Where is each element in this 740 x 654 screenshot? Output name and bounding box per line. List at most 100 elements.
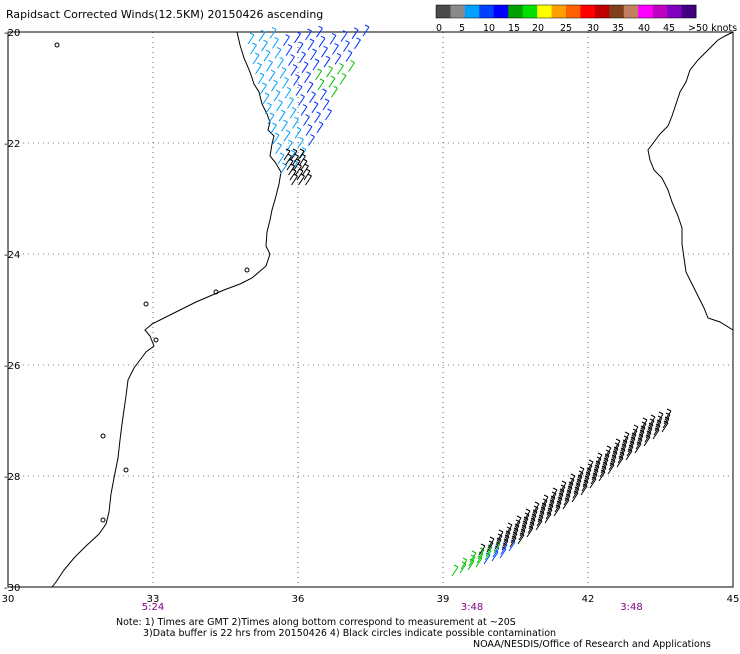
legend-label: 0	[436, 23, 442, 34]
lat-tick-label: -28	[4, 472, 20, 483]
wind-barb	[303, 168, 311, 181]
wind-barb	[492, 545, 500, 558]
wind-barb	[541, 494, 549, 507]
wind-barb	[274, 46, 282, 59]
wind-barb	[303, 114, 310, 126]
wind-barb	[289, 168, 297, 181]
wind-barb	[574, 478, 582, 491]
wind-barb	[308, 134, 315, 146]
wind-barb	[292, 116, 299, 129]
wind-barb	[291, 173, 298, 186]
wind-barb	[337, 62, 344, 75]
wind-barb	[345, 50, 353, 62]
wind-barb	[568, 473, 576, 486]
legend-label: >50 knots	[688, 23, 737, 34]
wind-barb	[522, 512, 530, 525]
legend-swatch	[493, 5, 509, 18]
wind-barb	[517, 532, 525, 545]
wind-barb	[535, 518, 543, 531]
legend-swatch	[450, 5, 466, 18]
wind-barb	[354, 37, 361, 50]
wind-barb	[511, 527, 519, 540]
wind-barb	[547, 499, 555, 512]
wind-barb	[643, 434, 651, 447]
wind-barb	[648, 414, 656, 427]
legend-swatch	[594, 5, 610, 18]
wind-barb	[272, 132, 280, 145]
wind-barb	[526, 525, 534, 538]
pass-time-label: 5:24	[142, 602, 164, 613]
wind-barb	[318, 35, 326, 48]
wind-barb	[509, 535, 517, 548]
wind-barb	[485, 544, 493, 557]
wind-barb	[655, 415, 663, 428]
wind-barb	[581, 479, 589, 492]
wind-barb	[538, 506, 546, 519]
wind-barb	[625, 448, 633, 461]
note-line-2: 3)Data buffer is 22 hrs from 20150426 4)…	[143, 628, 556, 639]
lat-tick-label: -26	[4, 361, 20, 372]
wind-barb	[307, 38, 315, 51]
wind-barb	[328, 75, 336, 88]
wind-barb	[272, 36, 279, 49]
legend-swatch	[623, 5, 639, 18]
wind-barb	[476, 551, 484, 564]
wind-barb	[519, 524, 527, 537]
wind-barb	[562, 497, 570, 510]
lon-tick-label: 30	[2, 594, 15, 605]
wind-barb	[496, 529, 504, 542]
wind-barb	[548, 495, 556, 508]
map-frame	[7, 31, 734, 588]
wind-barb	[607, 462, 615, 475]
wind-barb	[627, 440, 635, 453]
wind-barb	[593, 460, 601, 473]
wind-barb	[584, 467, 592, 480]
wind-barb	[510, 531, 518, 544]
wind-barb	[644, 430, 652, 443]
wind-barb	[276, 99, 283, 112]
wind-barb	[539, 502, 547, 515]
wind-barb	[300, 158, 308, 171]
island	[213, 289, 219, 295]
wind-barb	[620, 439, 628, 452]
wind-barb	[540, 498, 548, 511]
wind-barb	[294, 31, 301, 44]
wind-barb	[255, 62, 262, 75]
wind-barb	[475, 555, 483, 568]
wind-barb	[320, 88, 327, 101]
wind-barb	[557, 488, 565, 501]
wind-barb	[521, 516, 529, 529]
legend-frame	[435, 4, 697, 19]
legend-label: 25	[560, 23, 572, 34]
wind-barb	[617, 451, 625, 464]
wind-barb	[636, 433, 644, 446]
wind-barb	[585, 463, 593, 476]
wind-barb	[298, 173, 305, 186]
wind-barb	[267, 112, 275, 125]
wind-barb	[631, 424, 639, 437]
legend-swatch	[580, 5, 596, 18]
note-line-1: Note: 1) Times are GMT 2)Times along bot…	[116, 617, 516, 628]
wind-barb	[612, 442, 620, 455]
wind-barb	[262, 92, 270, 105]
wind-barb	[595, 452, 603, 465]
coastline	[51, 31, 734, 588]
wind-barb	[514, 515, 522, 528]
wind-barb	[508, 539, 516, 552]
island	[54, 42, 60, 48]
wind-barb	[573, 482, 581, 495]
island	[244, 267, 250, 273]
wind-barb	[601, 457, 609, 470]
wind-barb	[273, 89, 281, 102]
wind-speed-legend: 0 5 10 15 20 25 30 35 40 45 >50 knots	[435, 4, 737, 34]
wind-barb	[326, 65, 333, 78]
wind-barb	[613, 438, 621, 451]
wind-barb	[284, 86, 292, 99]
madagascar-coastline	[647, 31, 734, 331]
wind-barb	[546, 503, 554, 516]
wind-barb	[520, 520, 528, 533]
lon-tick-label: 45	[727, 594, 740, 605]
wind-barb	[661, 420, 669, 433]
